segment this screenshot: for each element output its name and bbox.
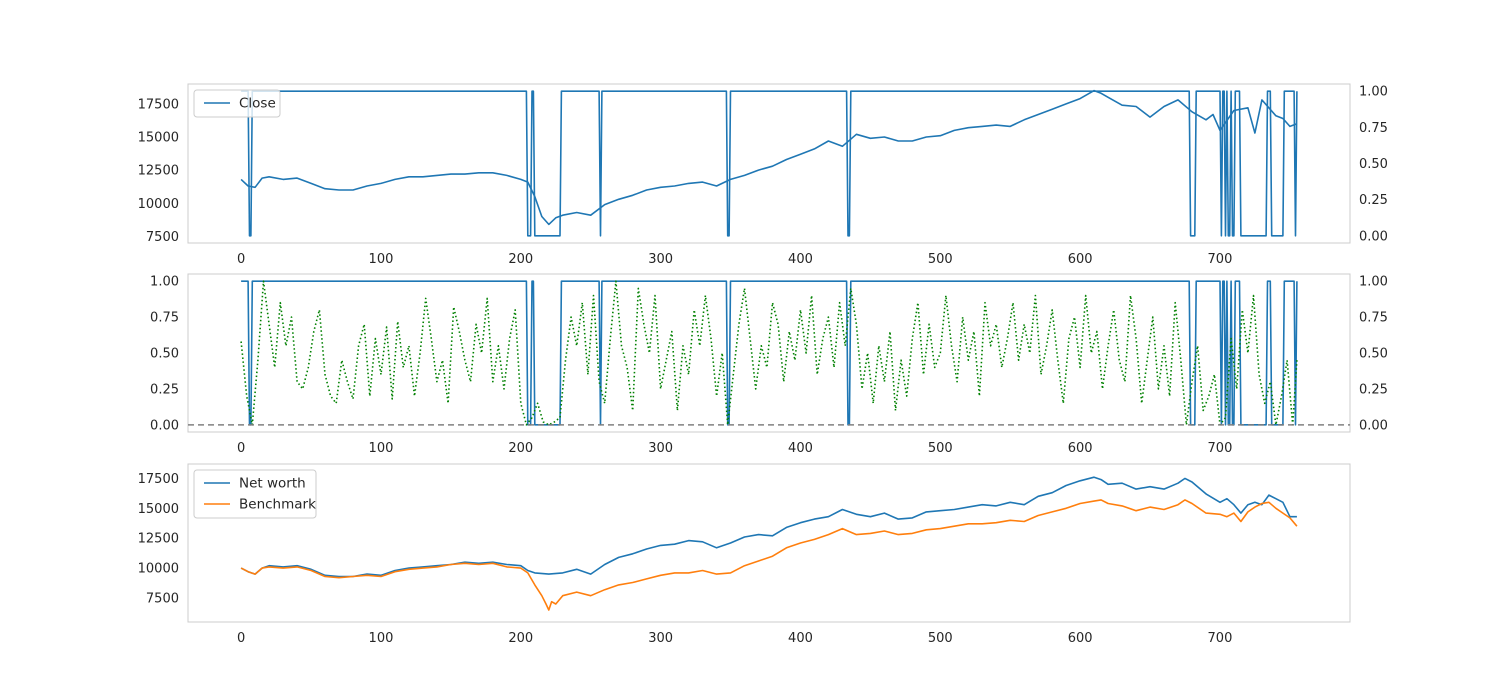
y2-tick-label: 0.75 <box>1359 311 1388 326</box>
x-tick-label: 700 <box>1208 631 1233 646</box>
y-tick-label: 15000 <box>138 131 179 146</box>
x-tick-label: 400 <box>788 252 813 267</box>
y2-tick-label: 0.25 <box>1359 382 1388 397</box>
x-tick-label: 100 <box>369 631 394 646</box>
legend-label: Benchmark <box>239 497 316 513</box>
x-tick-label: 200 <box>508 631 533 646</box>
x-tick-label: 0 <box>237 631 245 646</box>
price-panel: 0 100 200 300 400 500 600 700 7500 10000 12500 1500… <box>138 83 1388 267</box>
plot-frame <box>187 463 1351 623</box>
y2-tick-label: 0.00 <box>1359 418 1388 433</box>
plot-frame <box>187 83 1351 244</box>
legend-box <box>193 469 317 519</box>
x-tick-label: 0 <box>237 252 245 267</box>
y-tick-label: 0.25 <box>150 382 179 397</box>
x-tick-label: 700 <box>1208 441 1233 456</box>
x-tick-label: 400 <box>788 441 813 456</box>
y2-tick-label: 1.00 <box>1359 275 1388 290</box>
x-tick-label: 700 <box>1208 252 1233 267</box>
net-worth-line <box>240 476 1297 578</box>
x-tick-label: 500 <box>928 631 953 646</box>
close-line <box>240 89 1298 226</box>
legend-label: Net worth <box>239 476 306 492</box>
y-tick-label: 1.00 <box>150 275 179 290</box>
series-1-line <box>241 90 1298 237</box>
series-0-line <box>241 280 1298 426</box>
x-tick-label: 200 <box>508 252 533 267</box>
x-tick-label: 500 <box>928 252 953 267</box>
legend-box <box>193 89 281 118</box>
x-tick-label: 600 <box>1068 631 1093 646</box>
series-1-line <box>240 280 1298 426</box>
y2-tick-label: 0.75 <box>1359 121 1388 136</box>
x-tick-label: 400 <box>788 631 813 646</box>
y-tick-label: 10000 <box>138 197 179 212</box>
y-tick-label: 0.75 <box>150 311 179 326</box>
x-tick-label: 600 <box>1068 252 1093 267</box>
networth-panel: 0 100 200 300 400 500 600 700 7500 10000 12500 1500… <box>138 463 1351 646</box>
legend: Net worth Benchmark <box>193 469 317 519</box>
y-tick-label: 0.00 <box>150 418 179 433</box>
plot-frame <box>187 273 1351 433</box>
y-tick-label: 7500 <box>146 230 179 245</box>
y2-tick-label: 0.00 <box>1359 229 1388 244</box>
x-tick-label: 300 <box>648 441 673 456</box>
signal-panel: 0 100 200 300 400 500 600 700 0.00 0.25 0.50 0.75 1.… <box>150 273 1388 456</box>
y2-tick-label: 0.50 <box>1359 157 1388 172</box>
y-tick-label: 17500 <box>138 97 179 112</box>
x-tick-label: 100 <box>369 252 394 267</box>
x-tick-label: 300 <box>648 252 673 267</box>
benchmark-line <box>240 499 1298 611</box>
legend: Close <box>193 89 281 118</box>
y2-tick-label: 1.00 <box>1359 85 1388 100</box>
x-tick-label: 500 <box>928 441 953 456</box>
x-tick-label: 600 <box>1068 441 1093 456</box>
y2-tick-label: 0.50 <box>1359 347 1388 362</box>
y-tick-label: 10000 <box>138 562 179 577</box>
y-tick-label: 12500 <box>138 164 179 179</box>
y-tick-label: 12500 <box>138 532 179 547</box>
x-tick-label: 200 <box>508 441 533 456</box>
y2-tick-label: 0.25 <box>1359 193 1388 208</box>
y-tick-label: 17500 <box>138 472 179 487</box>
y-tick-label: 7500 <box>146 592 179 607</box>
x-tick-label: 300 <box>648 631 673 646</box>
y-tick-label: 15000 <box>138 502 179 517</box>
x-tick-label: 0 <box>237 441 245 456</box>
x-tick-label: 100 <box>369 441 394 456</box>
legend-label: Close <box>239 96 276 112</box>
y-tick-label: 0.50 <box>150 347 179 362</box>
